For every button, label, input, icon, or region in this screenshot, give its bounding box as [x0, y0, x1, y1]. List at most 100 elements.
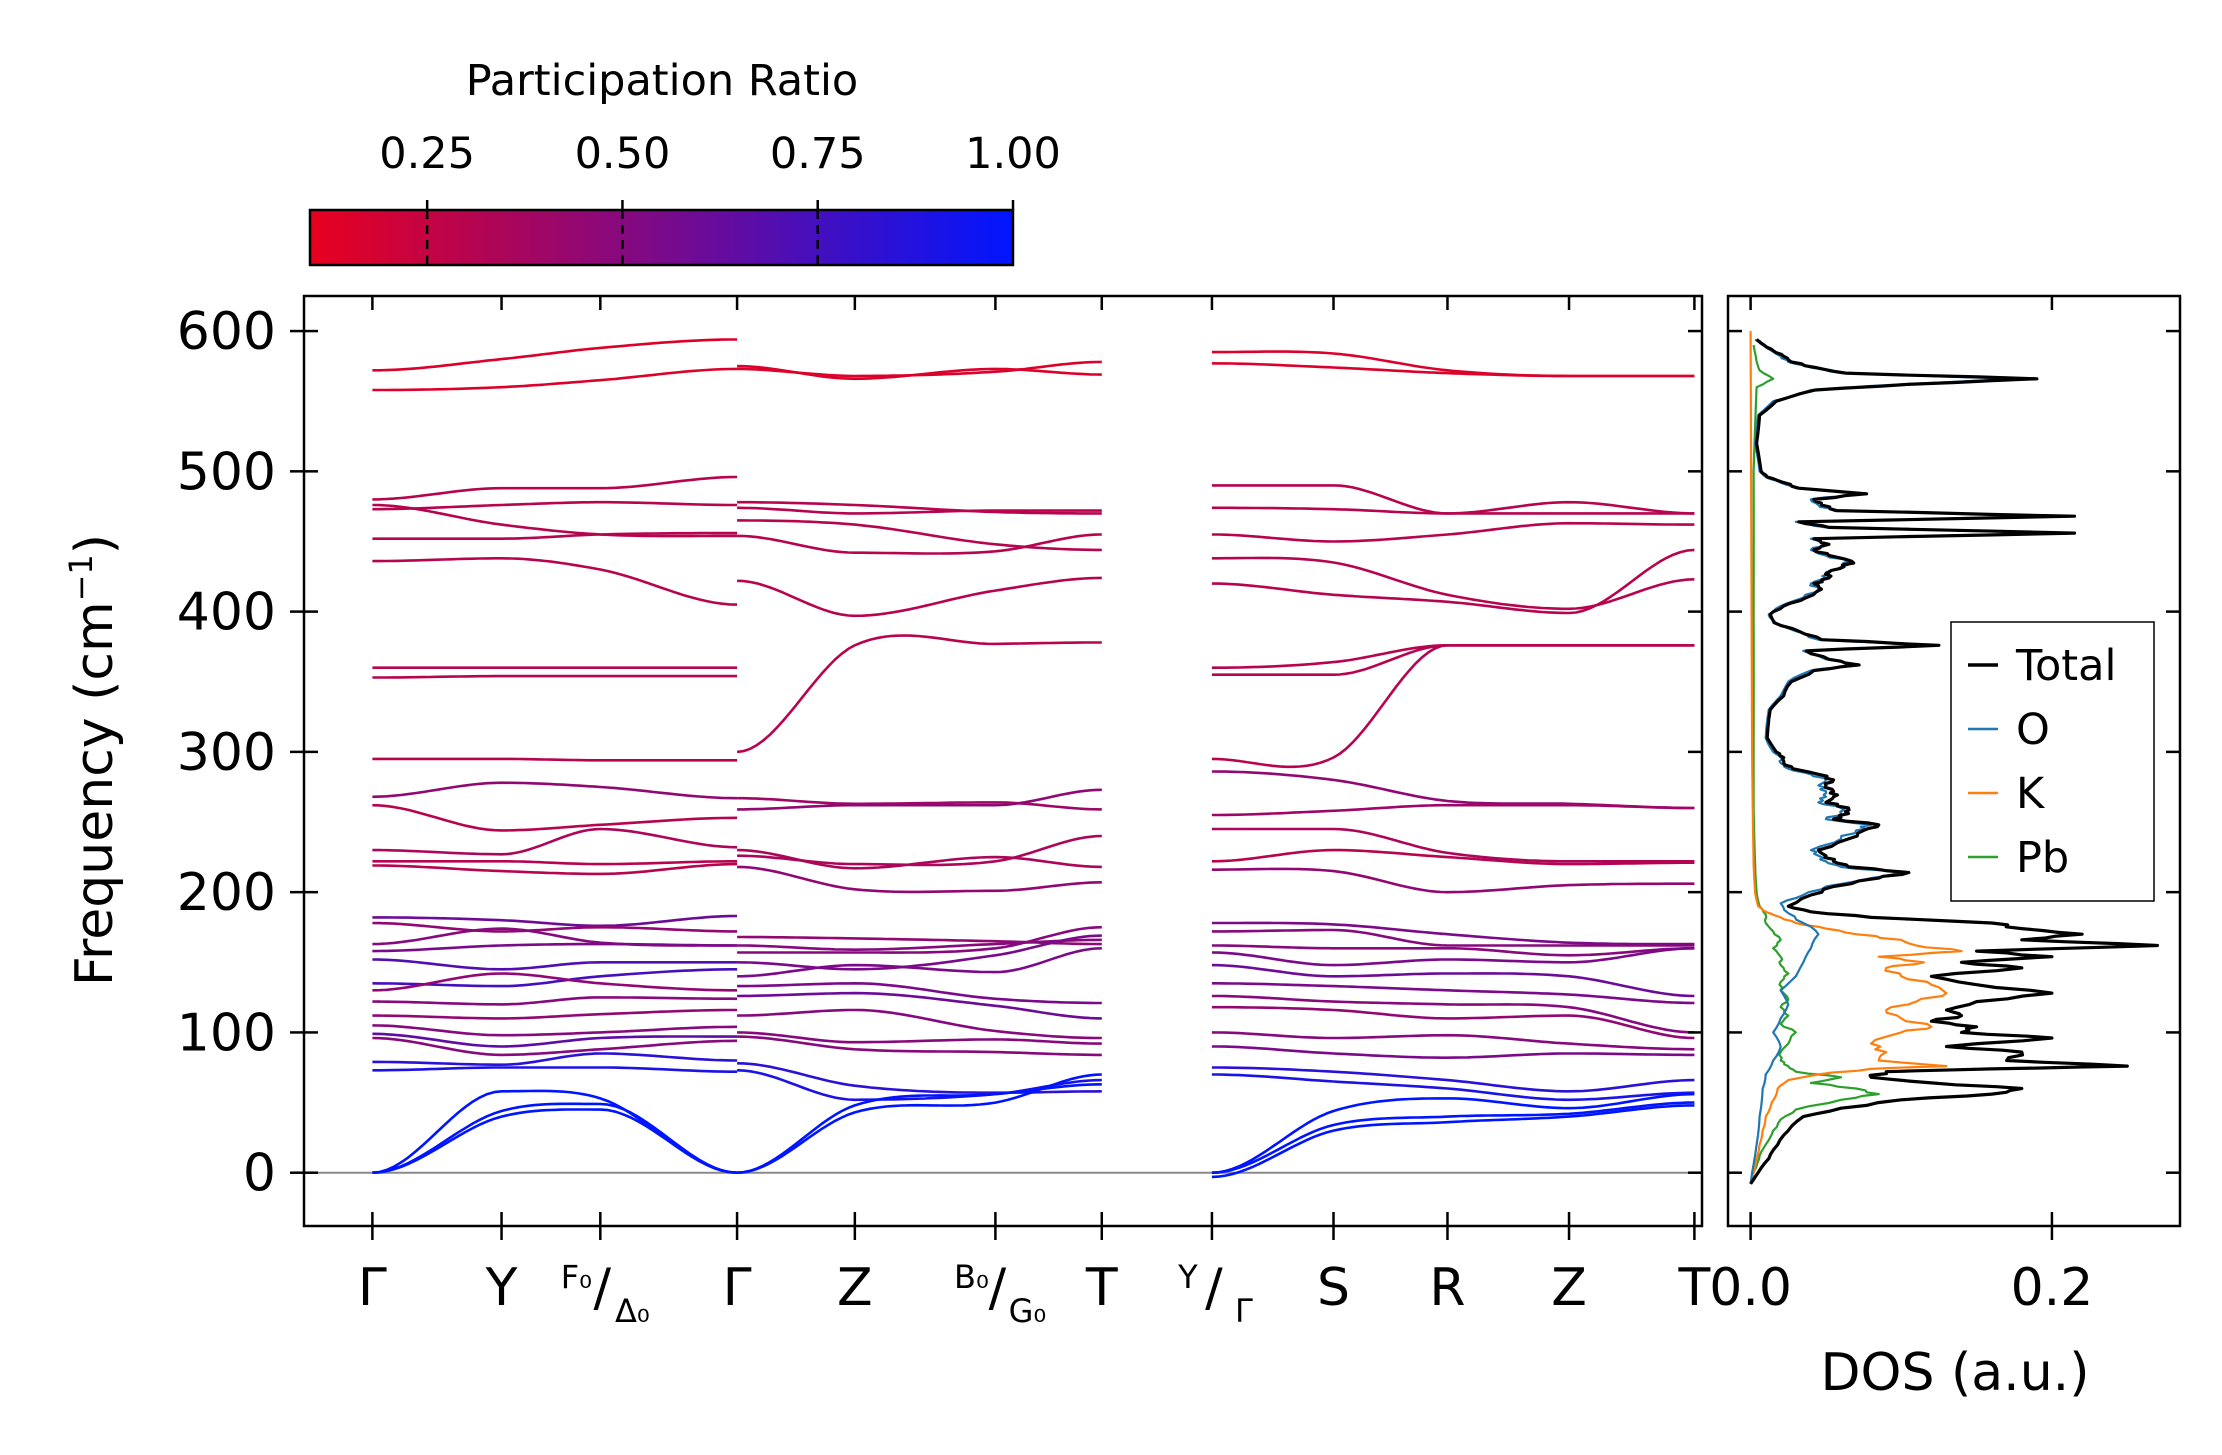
phonon-band [372, 996, 738, 1006]
phonon-band [737, 788, 1102, 811]
colorbar-tick-label: 0.75 [770, 129, 866, 179]
legend-label-total: Total [2015, 641, 2116, 691]
phonon-band [737, 1062, 1102, 1094]
phonon-band [372, 557, 738, 606]
y-tick-label: 200 [177, 863, 276, 923]
phonon-band [372, 367, 738, 392]
k-point-label: S [1317, 1258, 1350, 1318]
phonon-band [372, 503, 738, 538]
phonon-band [372, 757, 738, 762]
k-point-label-lower: G₀ [1009, 1292, 1047, 1330]
phonon-band [372, 1032, 738, 1048]
phonon-band [737, 1031, 1102, 1045]
phonon-band [372, 674, 738, 679]
k-point-label: T [1085, 1258, 1118, 1318]
phonon-band [1211, 1092, 1695, 1174]
phonon-band [1211, 994, 1695, 1034]
phonon-band [1211, 770, 1695, 810]
phonon-band [1211, 644, 1695, 669]
phonon-band [1211, 1066, 1695, 1093]
phonon-band [737, 865, 1102, 894]
legend-label-k: K [2016, 769, 2046, 819]
phonon-band [372, 781, 738, 800]
phonon-band [737, 982, 1102, 1005]
phonon-band [372, 1066, 738, 1073]
k-point-label: Γ [723, 1258, 752, 1318]
phonon-band [737, 1073, 1102, 1174]
phonon-band [737, 1083, 1102, 1174]
phonon-band [372, 1052, 738, 1066]
phonon-band [1211, 947, 1695, 967]
phonon-band [372, 338, 738, 372]
phonon-band [737, 938, 1102, 951]
phonon-band [372, 862, 738, 876]
k-point-label-upper: F₀ [561, 1258, 592, 1296]
phonon-band [737, 360, 1102, 378]
phonon-band [1211, 548, 1695, 615]
y-tick-label: 400 [177, 583, 276, 643]
phonon-band [1211, 644, 1695, 769]
band-k-ticks: Γ Y F₀ / Δ₀ Γ Z B₀ / G₀ T Y / Γ S R Z T [358, 296, 1711, 1330]
k-point-label: Γ [358, 1258, 387, 1318]
dos-x-tick-label: 0.2 [2011, 1258, 2094, 1318]
band-axes-frame [302, 294, 1704, 1228]
phonon-band [372, 1008, 738, 1020]
phonon-band [1211, 556, 1695, 611]
phonon-band [372, 860, 738, 866]
colorbar-gradient [308, 208, 1015, 267]
phonon-band [1211, 644, 1695, 676]
y-tick-label: 600 [177, 302, 276, 362]
phonon-band [372, 827, 738, 856]
phonon-band [372, 1102, 738, 1174]
phonon-band [737, 506, 1102, 515]
phonon-band [372, 958, 738, 971]
phonon-band [1211, 803, 1695, 817]
phonon-band [1211, 1073, 1695, 1102]
phonon-band [1211, 944, 1695, 957]
dos-x-axis-label: DOS (a.u.) [1821, 1343, 2090, 1403]
k-point-label: Y [485, 1258, 518, 1318]
phonon-band [736, 634, 1102, 754]
phonon-band [1211, 848, 1695, 866]
phonon-band [737, 576, 1102, 618]
phonon-band [1211, 1101, 1695, 1174]
phonon-band [1211, 1045, 1695, 1059]
phonon-band [737, 1035, 1102, 1057]
band-lines [372, 338, 1695, 1179]
k-point-label-slash: / [1205, 1258, 1223, 1318]
band-y-ticks: 0 100 200 300 400 500 600 [177, 302, 1702, 1204]
legend-label-pb: Pb [2016, 833, 2069, 883]
dos-y-ticks [1728, 329, 2180, 1174]
dos-x-ticks: 0.0 0.2 [1709, 296, 2093, 1318]
phonon-band [737, 1008, 1102, 1040]
phonon-band [1211, 362, 1695, 378]
phonon-band [372, 1036, 738, 1057]
k-point-label-upper: Y [1177, 1258, 1198, 1296]
ylabel-main: Frequency (cm [65, 601, 125, 986]
phonon-band [1211, 982, 1695, 1005]
k-point-label-lower: Δ₀ [615, 1292, 650, 1330]
colorbar-tick-label: 0.25 [379, 129, 475, 179]
k-point-label-upper: B₀ [954, 1258, 989, 1296]
y-tick-label: 100 [177, 1003, 276, 1063]
phonon-band [737, 519, 1102, 552]
k-point-label: Z [1551, 1258, 1587, 1318]
phonon-band [1211, 963, 1695, 998]
dos-curve-total [1749, 338, 2159, 1185]
phonon-band [372, 1024, 738, 1037]
phonon-band [1211, 1104, 1695, 1179]
k-point-label-slash: / [989, 1258, 1007, 1318]
phonon-band [372, 914, 738, 928]
ylabel-close: ) [65, 534, 125, 554]
y-tick-label: 500 [177, 442, 276, 502]
phonon-band [737, 796, 1102, 811]
phonon-band [372, 500, 738, 511]
phonon-band [737, 925, 1102, 954]
k-point-label: Z [837, 1258, 873, 1318]
phonon-band [372, 531, 738, 540]
phonon-band [737, 947, 1102, 978]
colorbar-title: Participation Ratio [466, 56, 859, 106]
phonon-band [1211, 1005, 1695, 1040]
dos-curve-pb [1749, 344, 1880, 1185]
